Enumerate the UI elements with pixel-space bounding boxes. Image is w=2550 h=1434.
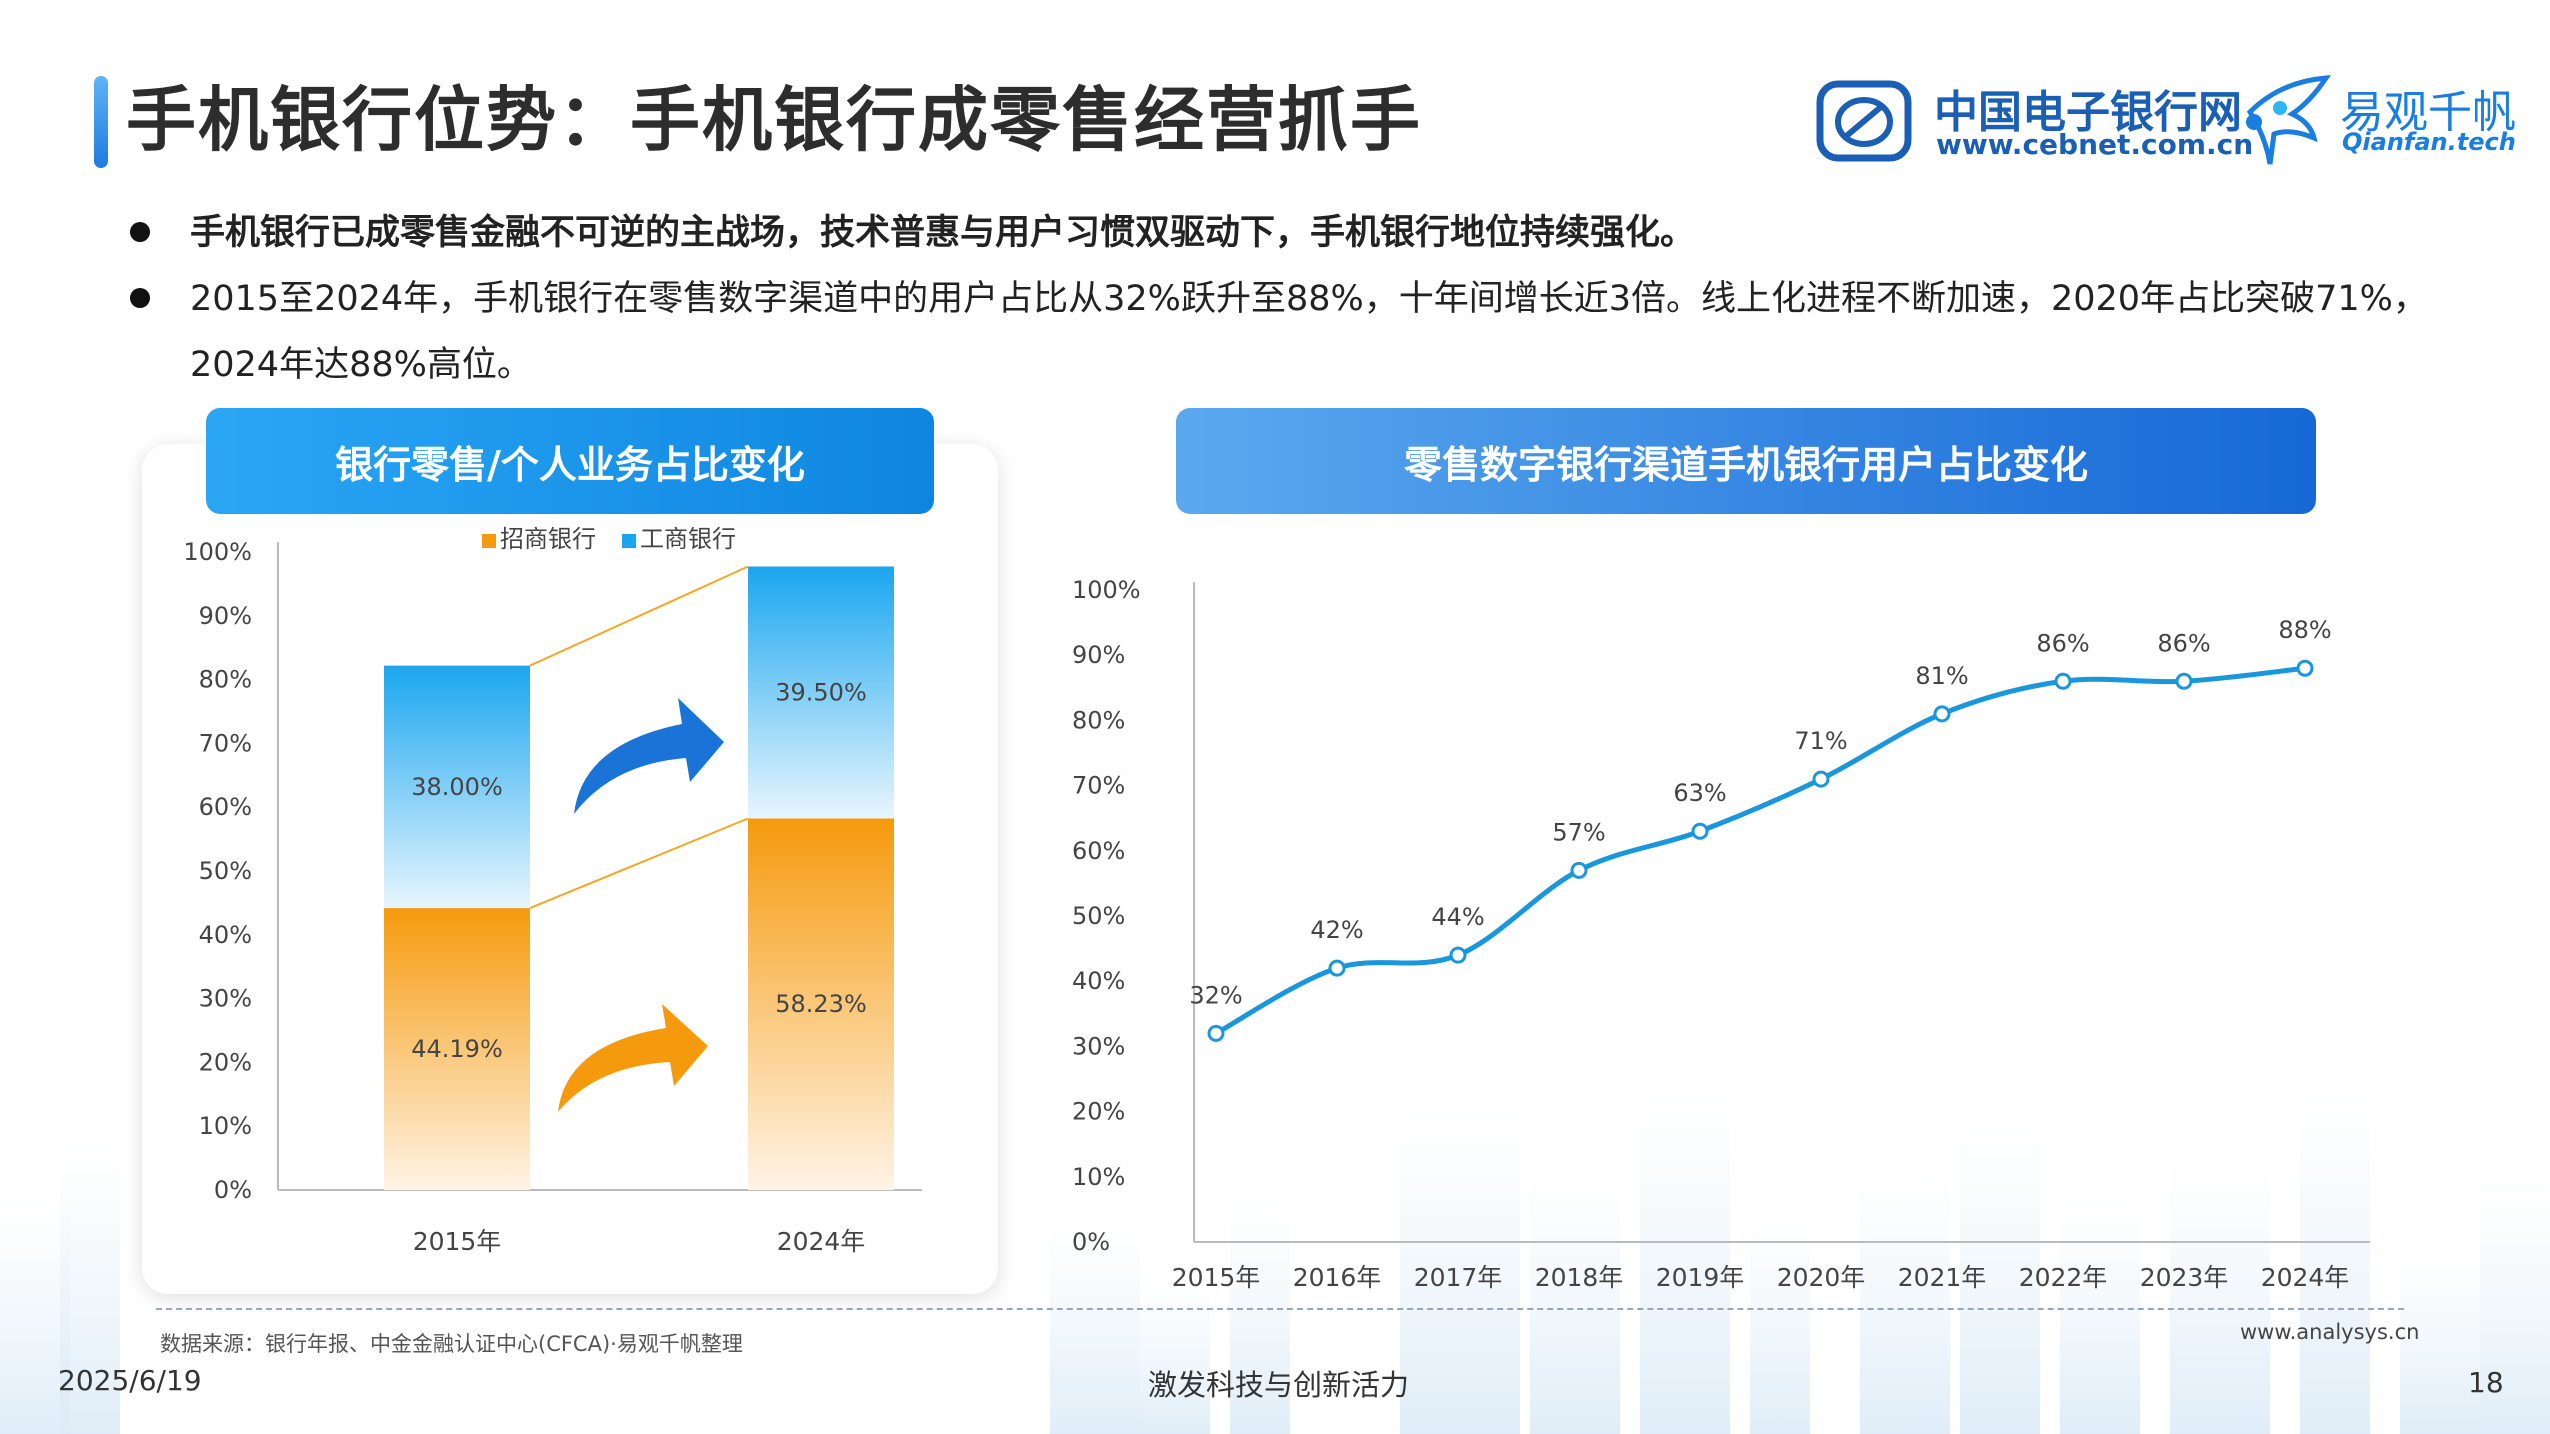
y-tick-label: 0% xyxy=(214,1176,252,1204)
y-tick-label: 10% xyxy=(1072,1163,1125,1191)
data-label: 32% xyxy=(1189,981,1242,1009)
line-chart: 0% 10% 20% 30% 40% 50% 60% 70% 80% 90% 100% 32% 2015… xyxy=(1072,576,2370,1292)
x-tick-label: 2024年 xyxy=(2261,1263,2350,1292)
y-tick-label: 30% xyxy=(199,985,252,1013)
qianfan-logo-domain: Qianfan.tech xyxy=(2342,128,2516,156)
y-tick-label: 100% xyxy=(1072,576,1141,604)
bar-segment xyxy=(384,908,530,1190)
data-point xyxy=(1570,861,1588,879)
bar-data-label: 58.23% xyxy=(775,990,867,1018)
data-point xyxy=(2296,659,2314,677)
cebnet-logo: 中国电子银行网 www.cebnet.com.cn xyxy=(1816,76,2253,166)
data-label: 57% xyxy=(1552,818,1605,846)
y-tick-label: 60% xyxy=(1072,837,1125,865)
y-tick-label: 60% xyxy=(199,793,252,821)
data-label: 71% xyxy=(1794,727,1847,755)
left-chart-heading: 银行零售/个人业务占比变化 xyxy=(206,408,934,514)
y-tick-label: 80% xyxy=(199,666,252,694)
bar-segment xyxy=(748,566,894,819)
x-tick-label: 2015年 xyxy=(413,1227,502,1256)
connector-line xyxy=(529,565,749,667)
x-tick-label: 2023年 xyxy=(2140,1263,2229,1292)
y-tick-label: 40% xyxy=(199,921,252,949)
page-title: 手机银行位势：手机银行成零售经营抓手 xyxy=(126,79,1422,161)
bullet-dot-icon xyxy=(130,222,150,242)
stacked-bar-chart: 招商银行 工商银行 0% 10% 20% 30% 40% 50% 60% 70% 80% 90% 100… xyxy=(183,525,922,1256)
bar-segment xyxy=(384,665,530,909)
series-line xyxy=(1214,665,2306,1036)
y-tick-label: 90% xyxy=(1072,641,1125,669)
bullet-item: 手机银行已成零售金融不可逆的主战场，技术普惠与用户习惯双驱动下，手机银行地位持续… xyxy=(126,200,2446,266)
qianfan-logo-icon xyxy=(2246,75,2331,165)
bar-segment xyxy=(748,818,894,1190)
x-tick-label: 2020年 xyxy=(1777,1263,1866,1292)
legend-label: 招商银行 xyxy=(500,525,596,553)
data-point xyxy=(1812,770,1830,788)
y-tick-label: 70% xyxy=(199,729,252,757)
up-arrow-icon xyxy=(558,1004,708,1112)
bullet-dot-icon xyxy=(130,288,150,308)
x-tick-label: 2019年 xyxy=(1656,1263,1745,1292)
data-point xyxy=(1449,946,1467,964)
footer-divider xyxy=(156,1308,2404,1310)
y-tick-label: 80% xyxy=(1072,706,1125,734)
y-tick-label: 70% xyxy=(1072,772,1125,800)
bar-data-label: 39.50% xyxy=(775,678,867,706)
data-label: 42% xyxy=(1310,916,1363,944)
x-tick-label: 2016年 xyxy=(1293,1263,1382,1292)
data-label: 86% xyxy=(2157,629,2210,657)
data-label: 44% xyxy=(1431,903,1484,931)
cebnet-logo-name: 中国电子银行网 xyxy=(1934,87,2242,138)
legend-swatch xyxy=(622,534,636,548)
qianfan-logo-name: 易观千帆 xyxy=(2340,87,2516,138)
page-number: 18 xyxy=(2468,1366,2504,1399)
y-tick-label: 50% xyxy=(199,857,252,885)
cebnet-logo-icon xyxy=(1816,80,1912,162)
summary-bullets: 手机银行已成零售金融不可逆的主战场，技术普惠与用户习惯双驱动下，手机银行地位持续… xyxy=(126,200,2446,398)
legend-swatch xyxy=(482,534,496,548)
data-point xyxy=(2054,672,2072,690)
footer-slogan: 激发科技与创新活力 xyxy=(1148,1368,1410,1402)
legend-label: 工商银行 xyxy=(640,525,736,553)
qianfan-logo: 易观千帆 Qianfan.tech xyxy=(2240,72,2530,172)
data-point xyxy=(2175,672,2193,690)
bar-data-label: 38.00% xyxy=(411,773,503,801)
data-point xyxy=(1328,959,1346,977)
x-tick-label: 2024年 xyxy=(777,1227,866,1256)
y-tick-label: 10% xyxy=(199,1112,252,1140)
x-tick-label: 2022年 xyxy=(2019,1263,2108,1292)
y-tick-label: 20% xyxy=(1072,1098,1125,1126)
bullet-text: 手机银行已成零售金融不可逆的主战场，技术普惠与用户习惯双驱动下，手机银行地位持续… xyxy=(190,213,1696,253)
site-url: www.analysys.cn xyxy=(2240,1320,2420,1344)
data-point xyxy=(1933,705,1951,723)
y-tick-label: 40% xyxy=(1072,967,1125,995)
x-tick-label: 2018年 xyxy=(1535,1263,1624,1292)
x-tick-label: 2017年 xyxy=(1414,1263,1503,1292)
title-accent-bar xyxy=(94,76,108,168)
up-arrow-icon xyxy=(574,698,724,814)
skyline-background xyxy=(0,1090,2550,1434)
bullet-text: 2015至2024年，手机银行在零售数字渠道中的用户占比从32%跃升至88%，十… xyxy=(190,279,2428,385)
bullet-item: 2015至2024年，手机银行在零售数字渠道中的用户占比从32%跃升至88%，十… xyxy=(126,266,2446,398)
y-tick-label: 0% xyxy=(1072,1228,1110,1256)
y-tick-label: 20% xyxy=(199,1048,252,1076)
data-label: 63% xyxy=(1673,779,1726,807)
data-point xyxy=(1207,1024,1225,1042)
bar-data-label: 44.19% xyxy=(411,1035,503,1063)
right-chart-heading: 零售数字银行渠道手机银行用户占比变化 xyxy=(1176,408,2316,514)
x-tick-label: 2015年 xyxy=(1172,1263,1261,1292)
y-tick-label: 30% xyxy=(1072,1032,1125,1060)
x-tick-label: 2021年 xyxy=(1898,1263,1987,1292)
data-label: 88% xyxy=(2278,616,2331,644)
cebnet-logo-url: www.cebnet.com.cn xyxy=(1936,128,2254,161)
data-label: 81% xyxy=(1915,662,1968,690)
connector-line xyxy=(529,817,749,909)
y-tick-label: 50% xyxy=(1072,902,1125,930)
data-point xyxy=(1691,822,1709,840)
data-label: 86% xyxy=(2036,629,2089,657)
footer-date: 2025/6/19 xyxy=(58,1364,202,1397)
y-tick-label: 100% xyxy=(183,538,252,566)
y-tick-label: 90% xyxy=(199,602,252,630)
data-source: 数据来源：银行年报、中金金融认证中心(CFCA)·易观千帆整理 xyxy=(160,1332,743,1356)
